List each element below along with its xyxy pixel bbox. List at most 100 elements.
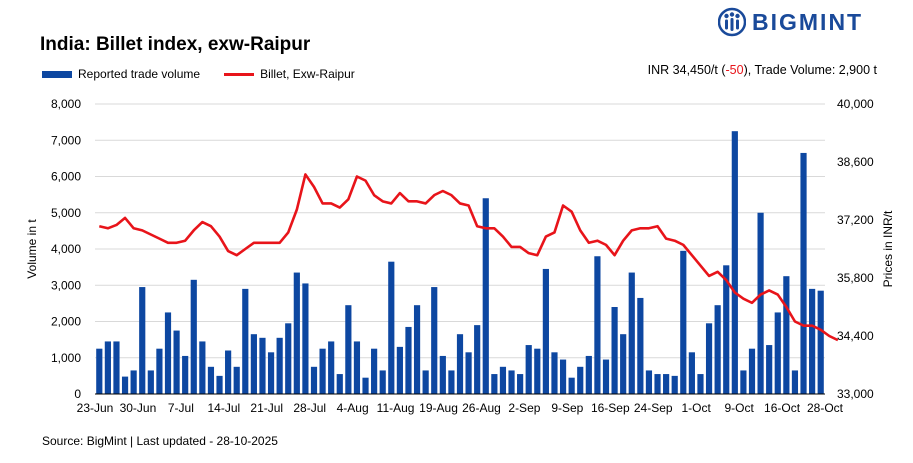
- y-left-tick-label: 0: [74, 387, 81, 401]
- y-right-tick-label: 40,000: [837, 97, 874, 111]
- legend-bar-swatch: [42, 70, 72, 78]
- volume-bar: [216, 375, 223, 394]
- x-tick-label: 1-Oct: [682, 401, 712, 415]
- volume-bar: [156, 348, 163, 394]
- x-tick-label: 30-Jun: [120, 401, 157, 415]
- volume-bar: [499, 366, 507, 394]
- brand-logo-icon: [718, 7, 746, 37]
- volume-bar: [104, 341, 111, 394]
- volume-bar: [465, 352, 472, 394]
- volume-bar: [96, 348, 103, 394]
- volume-bar: [474, 325, 481, 394]
- volume-bar: [766, 345, 773, 394]
- volume-bar: [705, 323, 713, 394]
- x-tick-label: 9-Sep: [551, 401, 583, 415]
- x-tick-label: 28-Oct: [807, 401, 844, 415]
- brand-logo: BIGMINT: [718, 4, 863, 40]
- volume-bars: [96, 131, 824, 394]
- volume-bar: [267, 352, 275, 394]
- volume-bar: [130, 370, 137, 394]
- volume-bar: [448, 370, 455, 394]
- volume-bar: [345, 305, 352, 394]
- volume-bar: [542, 268, 549, 394]
- volume-bar: [663, 374, 670, 394]
- x-tick-label: 23-Jun: [77, 401, 114, 415]
- price-line: [98, 173, 839, 342]
- x-tick-label: 16-Oct: [764, 401, 801, 415]
- volume-bar: [517, 374, 524, 394]
- volume-bar: [559, 359, 567, 394]
- volume-bar: [431, 287, 438, 394]
- volume-bar: [783, 276, 790, 394]
- volume-bar: [422, 370, 429, 394]
- volume-bar: [207, 366, 215, 394]
- volume-bar: [233, 366, 240, 394]
- volume-bar: [491, 374, 498, 394]
- x-tick-label: 9-Oct: [724, 401, 754, 415]
- volume-bar: [620, 334, 627, 394]
- volume-bar: [113, 341, 120, 394]
- y-left-tick-label: 2,000: [51, 315, 81, 329]
- axes: 0 1,000 2,000 3,000 4,000 5,000 6,000 7,000 8,00…: [25, 97, 895, 415]
- price-line-group: [98, 173, 839, 342]
- volume-bar: [259, 337, 266, 394]
- volume-bar: [585, 355, 592, 394]
- legend-line-swatch: [224, 72, 255, 76]
- volume-bar: [757, 212, 764, 394]
- volume-bar: [199, 341, 206, 394]
- x-tick-label: 16-Sep: [591, 401, 630, 415]
- legend-bar-label: Reported trade volume: [78, 67, 201, 81]
- volume-bar: [748, 348, 756, 394]
- volume-bar: [817, 290, 824, 394]
- volume-bar: [637, 297, 644, 394]
- volume-bar: [225, 350, 232, 394]
- volume-bar: [534, 348, 541, 394]
- x-tick-label: 24-Sep: [634, 401, 673, 415]
- volume-bar: [577, 366, 584, 394]
- volume-bar: [336, 374, 343, 394]
- legend-line-label: Billet, Exw-Raipur: [260, 67, 355, 81]
- x-tick-label: 4-Aug: [337, 401, 369, 415]
- price-info-prefix: INR 34,450/t (: [647, 63, 726, 77]
- y-left-tick-label: 7,000: [51, 133, 81, 147]
- source-note: Source: BigMint | Last updated - 28-10-2…: [42, 434, 278, 448]
- y-left-tick-label: 5,000: [51, 206, 81, 220]
- volume-bar: [680, 250, 687, 394]
- volume-bar: [602, 359, 610, 394]
- x-tick-label: 7-Jul: [168, 401, 194, 415]
- volume-bar: [654, 374, 661, 394]
- volume-bar: [190, 279, 197, 394]
- y-right-tick-label: 33,000: [837, 387, 874, 401]
- volume-bar: [413, 305, 421, 394]
- y-right-tick-label: 34,400: [837, 329, 874, 343]
- volume-bar: [568, 377, 575, 394]
- chart-title: India: Billet index, exw-Raipur: [40, 34, 311, 55]
- x-tick-label: 14-Jul: [207, 401, 240, 415]
- volume-bar: [482, 198, 489, 394]
- y-left-axis-title: Volume in t: [25, 219, 39, 279]
- chart-legend: Reported trade volume Billet, Exw-Raipur: [42, 67, 355, 81]
- price-change: -50: [725, 63, 744, 77]
- y-right-tick-label: 38,600: [837, 155, 874, 169]
- volume-bar: [242, 288, 249, 394]
- x-tick-label: 19-Aug: [419, 401, 458, 415]
- volume-bar: [508, 370, 515, 394]
- volume-bar: [302, 283, 309, 394]
- volume-bar: [439, 355, 446, 394]
- volume-bar: [525, 345, 532, 394]
- volume-bar: [551, 352, 558, 394]
- volume-bar: [388, 261, 395, 394]
- volume-bar: [173, 330, 180, 394]
- volume-bar: [688, 352, 695, 394]
- volume-bar: [362, 377, 369, 394]
- price-info-suffix: ), Trade Volume: 2,900 t: [743, 63, 877, 77]
- volume-bar: [594, 256, 601, 394]
- x-tick-label: 26-Aug: [462, 401, 501, 415]
- volume-bar: [139, 287, 146, 394]
- volume-bar: [628, 272, 635, 394]
- volume-bar: [714, 305, 721, 394]
- volume-bar: [731, 131, 738, 394]
- volume-bar: [182, 355, 189, 394]
- volume-bar: [371, 348, 378, 394]
